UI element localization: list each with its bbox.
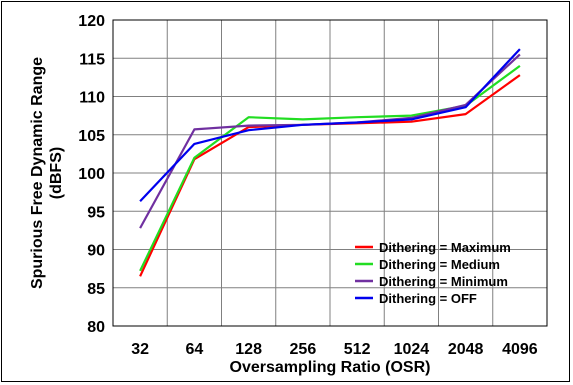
series-lines: [139, 48, 521, 277]
legend-label-2: Dithering = Minimum: [379, 274, 508, 289]
x-tick-label: 512: [344, 341, 371, 358]
y-tick-label: 110: [79, 90, 105, 107]
x-tick-label: 256: [290, 341, 317, 358]
legend-label-1: Dithering = Medium: [379, 257, 500, 272]
y-tick-label: 115: [79, 51, 105, 68]
y-tick-label: 95: [87, 204, 105, 221]
legend-label-0: Dithering = Maximum: [379, 240, 511, 255]
x-tick-label: 1024: [394, 341, 430, 358]
y-tick-label: 90: [87, 243, 105, 260]
y-tick-label: 85: [87, 281, 105, 298]
y-tick-label: 120: [78, 13, 105, 30]
y-tick-label: 80: [87, 319, 105, 336]
legend-label-3: Dithering = OFF: [379, 291, 477, 306]
x-axis-tick-labels: 32 64 128 256 512 1024 2048 4096: [131, 341, 538, 358]
x-tick-label: 4096: [502, 341, 538, 358]
y-axis-title-line-1: Spurious Free Dynamic Range: [29, 57, 46, 289]
y-tick-label: 105: [78, 128, 105, 145]
legend: Dithering = Maximum Dithering = Medium Dit…: [355, 240, 511, 306]
x-tick-label: 64: [185, 341, 203, 358]
y-axis-title-line-2: (dBFS): [48, 147, 65, 199]
x-tick-label: 32: [131, 341, 149, 358]
x-tick-label: 2048: [448, 341, 484, 358]
series-line-3: [139, 48, 521, 203]
y-axis-tick-labels: 80 85 90 95 100 105 110 115 120: [78, 13, 105, 336]
y-tick-label: 100: [78, 166, 105, 183]
x-axis-title: Oversampling Ratio (OSR): [230, 359, 431, 376]
plot-area-border: [112, 19, 548, 327]
x-tick-label: 128: [235, 341, 262, 358]
